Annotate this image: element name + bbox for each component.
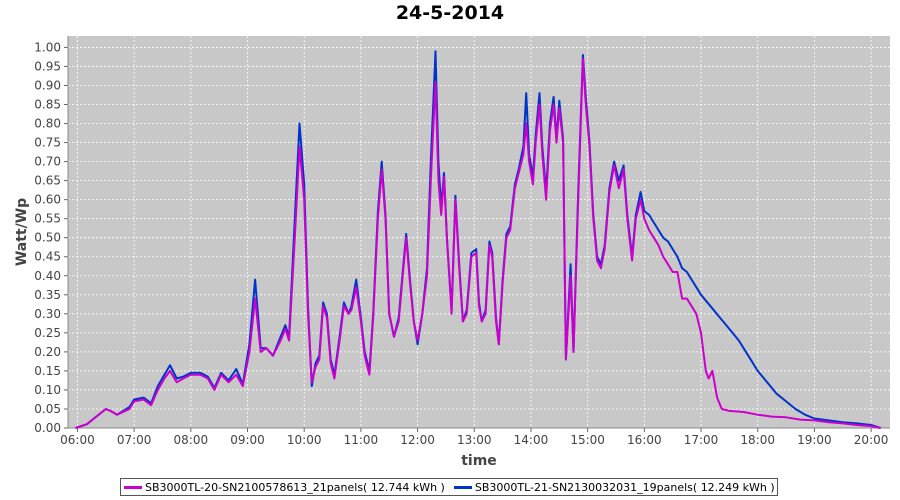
x-tick-label: 18:00 [740,433,775,447]
x-gridlines [77,36,872,428]
y-tick-label: 0.20 [34,345,61,359]
x-tick-label: 19:00 [797,433,832,447]
y-tick-label: 0.80 [34,117,61,131]
series-layer [75,50,881,429]
y-tick-label: 1.00 [34,40,61,54]
y-tick-label: 0.00 [34,421,61,435]
y-tick-label: 0.10 [34,383,61,397]
y-tick-label: 0.60 [34,193,61,207]
legend-item-1: SB3000TL-20-SN2100578613_21panels( 12.74… [124,481,445,494]
y-tick-label: 0.30 [34,307,61,321]
x-tick-label: 06:00 [60,433,95,447]
y-gridlines [68,47,890,429]
y-tick-label: 0.35 [34,288,61,302]
x-tick-label: 16:00 [627,433,662,447]
legend-item-2: SB3000TL-21-SN2130032031_19panels( 12.24… [453,480,775,494]
legend-label: SB3000TL-20-SN2100578613_21panels( 12.74… [145,480,445,494]
x-axis: 06:00 07:00 08:00 09:00 10:00 11:00 12:00 13:00… [60,427,890,447]
y-tick-label: 0.25 [34,326,61,340]
y-tick-label: 0.90 [34,78,61,92]
y-axis-label: Watt/Wp [14,198,30,266]
y-tick-label: 0.40 [34,269,61,283]
y-tick-label: 0.70 [34,155,61,169]
x-tick-label: 13:00 [457,433,492,447]
x-tick-label: 10:00 [287,433,322,447]
y-axis: 0.00 0.05 0.10 0.15 0.20 0.25 0.30 0.35 0.40 0.45… [34,36,69,435]
y-tick-label: 0.85 [34,98,61,112]
legend-swatch [453,485,472,489]
y-tick-label: 0.15 [34,364,61,378]
y-tick-label: 0.45 [34,250,61,264]
x-tick-label: 11:00 [344,433,379,447]
x-tick-label: 08:00 [174,433,209,447]
x-tick-label: 15:00 [570,433,605,447]
x-tick-label: 17:00 [684,433,719,447]
x-tick-label: 12:00 [400,433,435,447]
y-tick-label: 0.95 [34,59,61,73]
plot-background [68,36,890,428]
x-axis-label: time [461,453,497,469]
y-tick-label: 0.75 [34,136,61,150]
y-tick-label: 0.55 [34,212,61,226]
legend-swatch [124,485,142,489]
x-tick-label: 07:00 [117,433,152,447]
chart-title: 24-5-2014 [395,2,505,24]
x-tick-label: 09:00 [230,433,265,447]
x-tick-label: 20:00 [854,433,889,447]
y-tick-label: 0.65 [34,174,61,188]
series-line-1 [75,57,881,429]
x-tick-label: 14:00 [514,433,549,447]
legend: SB3000TL-20-SN2100578613_21panels( 12.74… [120,478,778,496]
y-tick-label: 0.05 [34,402,61,416]
y-tick-label: 0.50 [34,231,61,245]
legend-label: SB3000TL-21-SN2130032031_19panels( 12.24… [474,480,775,494]
